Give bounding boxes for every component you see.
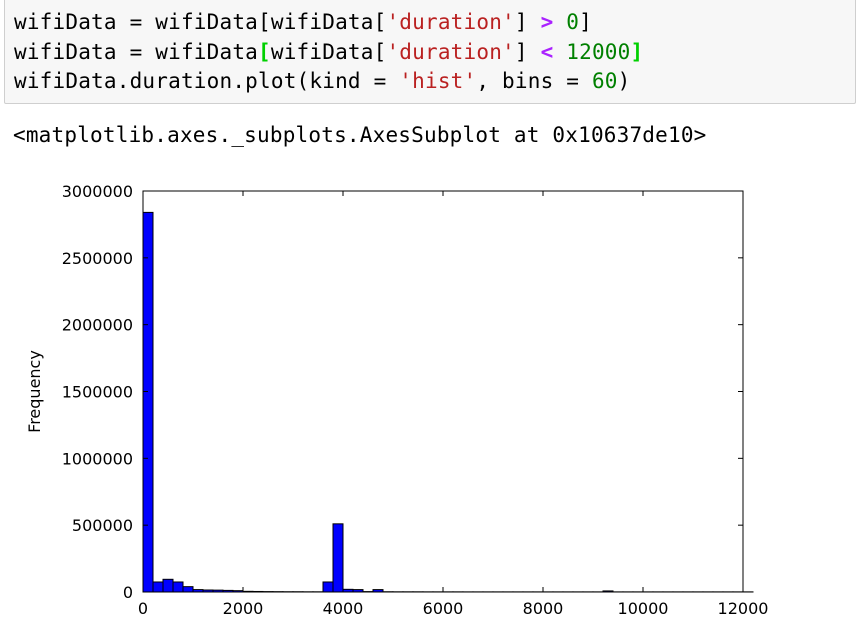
histogram-bar xyxy=(172,581,184,593)
code-cell[interactable]: wifiData = wifiData[wifiData['duration']… xyxy=(4,0,856,104)
number-token: 0 xyxy=(566,10,580,34)
code-token: wifiData[ xyxy=(270,40,387,64)
string-token: 'hist' xyxy=(399,69,477,93)
x-tick-label: 2000 xyxy=(223,599,264,618)
code-token: ] xyxy=(579,10,592,34)
code-token: ] xyxy=(514,10,541,34)
y-tick-label: 1000000 xyxy=(62,449,133,468)
x-tick-label: 12000 xyxy=(718,599,769,618)
histogram-bar xyxy=(322,581,334,593)
x-tick-label: 0 xyxy=(138,599,148,618)
number-token: 60 xyxy=(591,69,618,93)
code-token: wifiData = wifiData xyxy=(14,40,259,64)
y-tick-label: 500000 xyxy=(72,516,133,535)
x-tick-label: 6000 xyxy=(423,599,464,618)
y-axis-label: Frequency xyxy=(25,350,44,433)
code-token: , bins = xyxy=(476,69,592,93)
y-tick-label: 2000000 xyxy=(62,316,133,335)
code-token: ) xyxy=(617,69,631,93)
y-tick-label: 3000000 xyxy=(62,182,133,201)
histogram-bar xyxy=(332,523,344,593)
code-line-2[interactable]: wifiData = wifiData[wifiData['duration']… xyxy=(14,37,643,67)
y-tick-label: 0 xyxy=(123,583,133,602)
operator-token: > xyxy=(540,10,554,34)
string-token: 'duration' xyxy=(386,40,515,64)
y-tick-label: 2500000 xyxy=(62,249,133,268)
code-token: wifiData.duration.plot(kind = xyxy=(14,69,400,93)
histogram-bar xyxy=(142,211,154,593)
histogram-bar xyxy=(152,581,164,593)
x-tick-label: 10000 xyxy=(618,599,669,618)
bracket-token: ] xyxy=(630,40,644,64)
operator-token: < xyxy=(540,40,554,64)
code-token: wifiData = wifiData[wifiData[ xyxy=(14,10,387,34)
histogram-bar xyxy=(162,578,174,593)
y-tick-label: 1500000 xyxy=(62,383,133,402)
x-tick-label: 8000 xyxy=(523,599,564,618)
histogram-bar xyxy=(182,586,194,593)
string-token: 'duration' xyxy=(386,10,515,34)
plot-frame xyxy=(142,190,744,593)
bracket-token: [ xyxy=(258,40,271,64)
output-repr-text: <matplotlib.axes._subplots.AxesSubplot a… xyxy=(13,123,707,147)
code-line-1[interactable]: wifiData = wifiData[wifiData['duration']… xyxy=(14,7,592,37)
x-tick-label: 4000 xyxy=(323,599,364,618)
code-line-3[interactable]: wifiData.duration.plot(kind = 'hist', bi… xyxy=(14,66,630,96)
number-token: 12000 xyxy=(566,40,631,64)
code-token: ] xyxy=(514,40,541,64)
